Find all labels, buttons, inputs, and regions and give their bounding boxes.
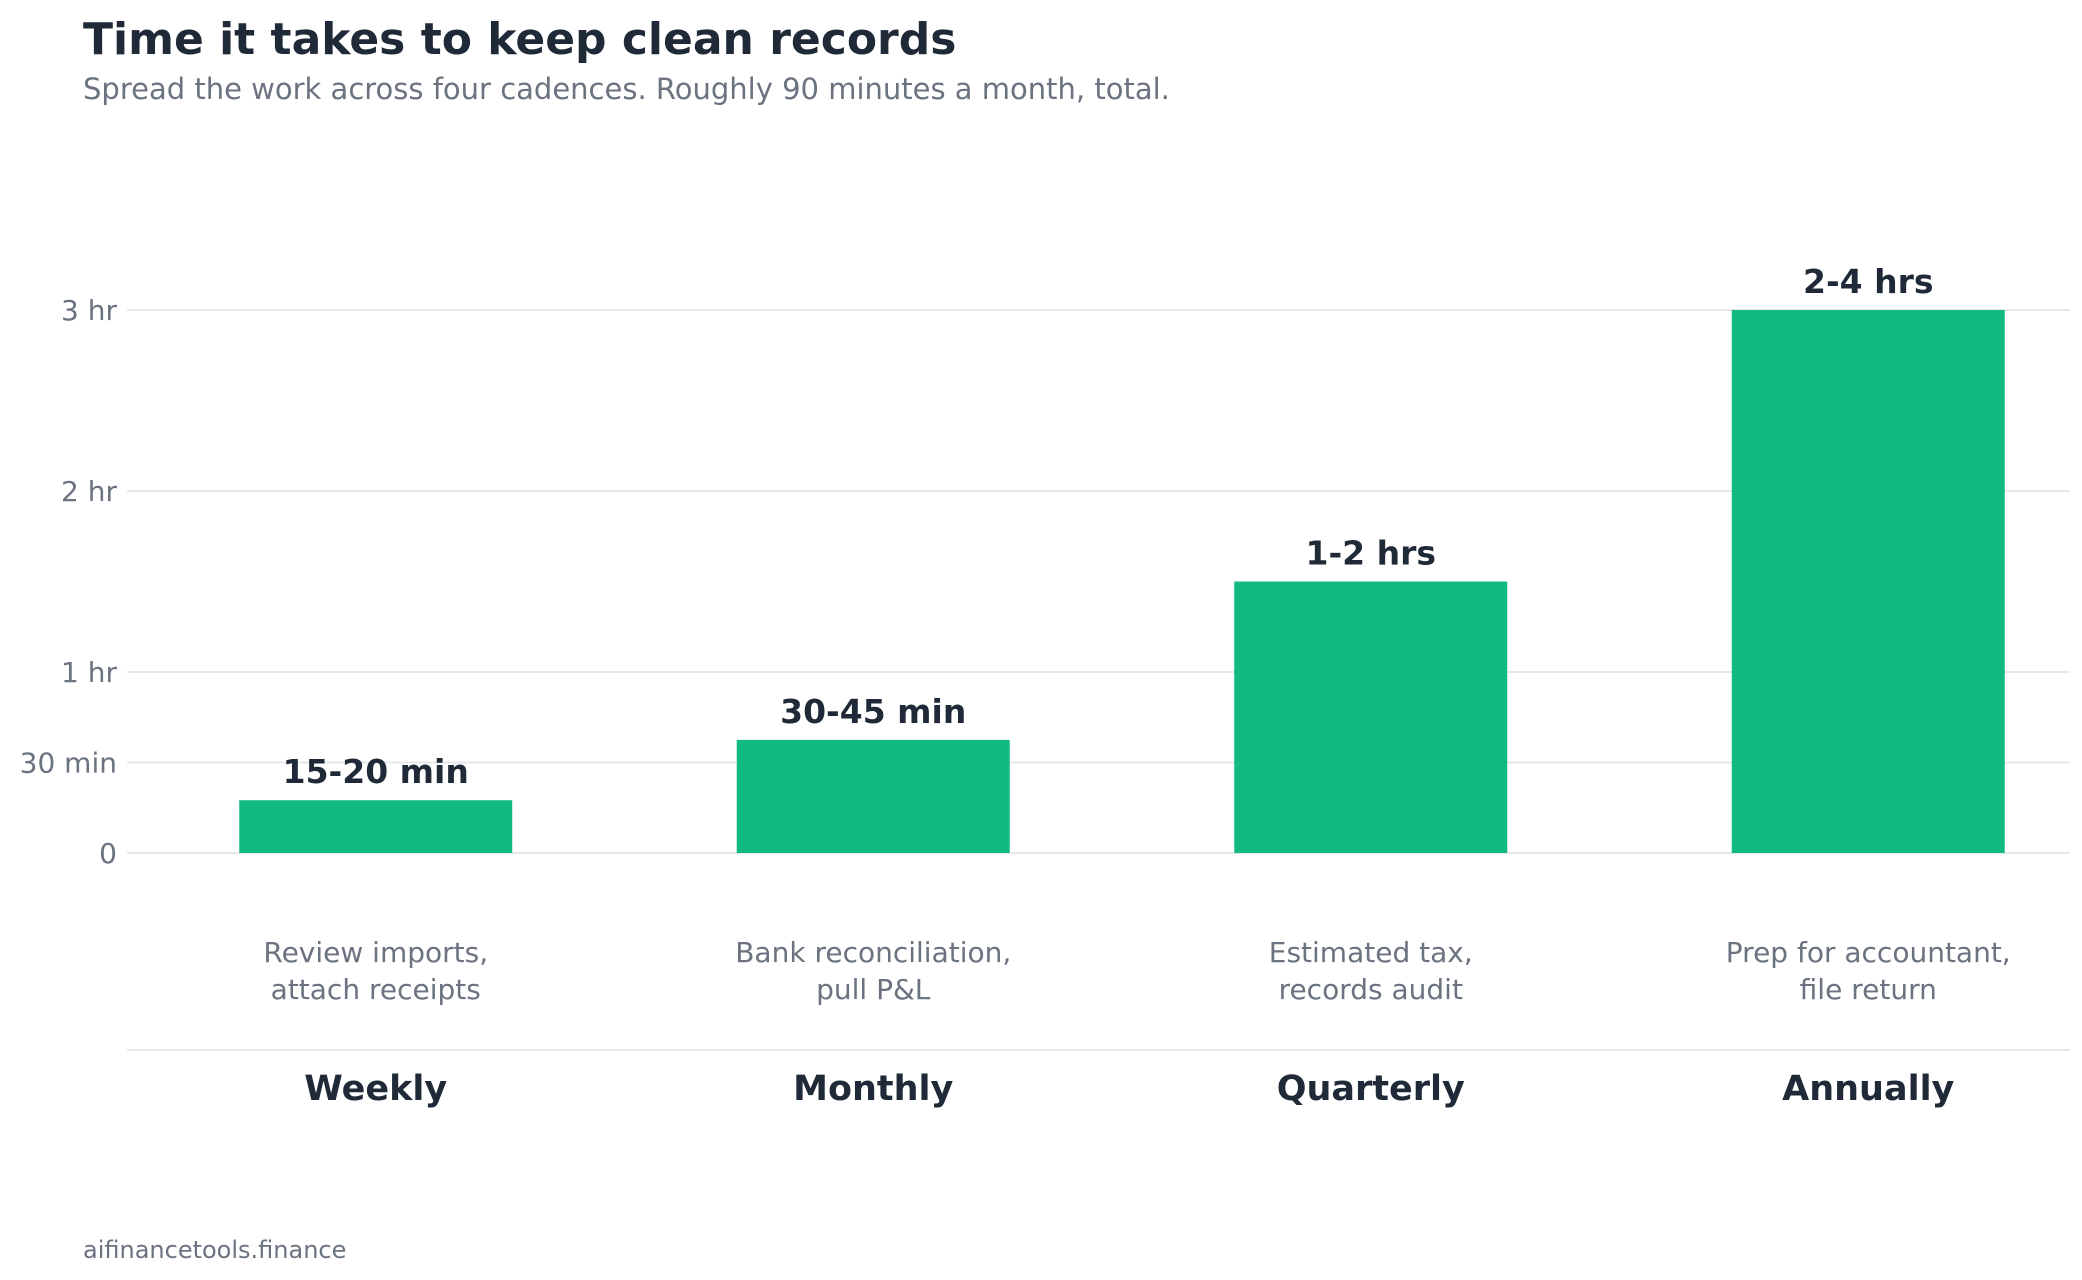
y-tick-label: 0: [99, 837, 117, 870]
y-tick-label: 30 min: [20, 747, 117, 780]
category-description-line: Bank reconciliation,: [735, 936, 1011, 969]
bar-monthly: [736, 739, 1010, 853]
category-description-line: Estimated tax,: [1269, 936, 1473, 969]
category-descriptions: Review imports, attach receipts Bank recon…: [263, 936, 2010, 1006]
bar-annually: [1731, 310, 2005, 853]
category-description-line: Prep for accountant,: [1726, 936, 2011, 969]
category-description-line: file return: [1800, 973, 1937, 1006]
category-label-annually: Annually: [1782, 1069, 1954, 1109]
bar-value-labels: 15-20 min 30-45 min 1-2 hrs 2-4 hrs: [283, 262, 1934, 791]
y-tick-label: 3 hr: [61, 294, 117, 327]
bar-weekly: [239, 800, 513, 853]
footer-source: aifinancetools.finance: [83, 1236, 346, 1264]
category-label-monthly: Monthly: [793, 1069, 953, 1109]
chart-subtitle: Spread the work across four cadences. Ro…: [83, 72, 1170, 106]
category-description-line: records audit: [1279, 973, 1463, 1006]
y-tick-label: 2 hr: [61, 475, 117, 508]
bars: [239, 310, 2005, 853]
chart-title: Time it takes to keep clean records: [83, 14, 956, 65]
bar-value-label: 15-20 min: [283, 752, 469, 791]
category-description-line: pull P&L: [816, 973, 931, 1006]
category-label-weekly: Weekly: [304, 1069, 447, 1109]
category-description-line: attach receipts: [271, 973, 481, 1006]
category-description-line: Review imports,: [263, 936, 488, 969]
category-label-quarterly: Quarterly: [1277, 1069, 1465, 1109]
bar-value-label: 30-45 min: [780, 692, 966, 731]
y-tick-label: 1 hr: [61, 656, 117, 689]
category-labels: Weekly Monthly Quarterly Annually: [304, 1069, 1954, 1109]
y-axis-ticks: 0 30 min 1 hr 2 hr 3 hr: [20, 294, 118, 870]
bar-value-label: 2-4 hrs: [1803, 262, 1934, 301]
bar-value-label: 1-2 hrs: [1305, 534, 1436, 573]
bar-quarterly: [1234, 581, 1508, 853]
